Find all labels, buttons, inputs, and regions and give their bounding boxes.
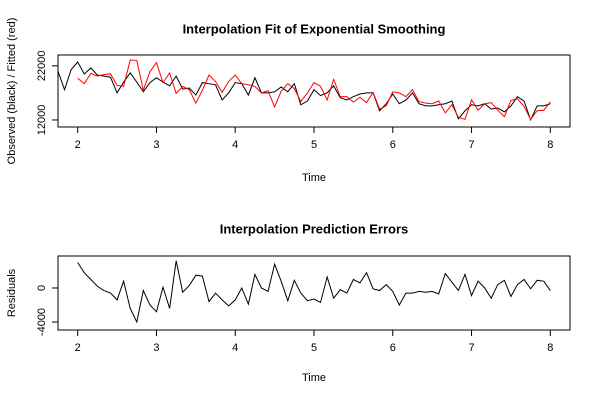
x-tick-label: 4 — [232, 342, 238, 354]
x-tick-label: 8 — [547, 139, 553, 151]
series-line — [77, 260, 551, 324]
x-tick-label: 7 — [468, 139, 474, 151]
x-tick-label: 7 — [468, 342, 474, 354]
x-tick-label: 5 — [311, 342, 317, 354]
x-tick-label: 2 — [75, 342, 81, 354]
x-axis-label: Time — [302, 172, 326, 184]
x-tick-label: 2 — [75, 139, 81, 151]
series-line — [57, 61, 551, 122]
y-tick-label: 22000 — [36, 51, 48, 82]
series-line — [77, 59, 551, 121]
y-tick-label: -4000 — [36, 308, 48, 336]
x-tick-label: 4 — [232, 139, 238, 151]
chart-title: Interpolation Prediction Errors — [220, 221, 409, 236]
y-tick-label: 12000 — [36, 105, 48, 136]
y-axis-label: Residuals — [6, 268, 18, 317]
y-tick-label: 0 — [36, 285, 48, 291]
y-axis-label: Observed (black) / Fitted (red) — [6, 18, 18, 165]
chart-title: Interpolation Fit of Exponential Smoothi… — [183, 21, 446, 36]
x-tick-label: 3 — [153, 139, 159, 151]
x-axis-label: Time — [302, 372, 326, 384]
x-tick-label: 5 — [311, 139, 317, 151]
x-tick-label: 8 — [547, 342, 553, 354]
plot-frame — [57, 54, 571, 128]
x-tick-label: 6 — [390, 342, 396, 354]
x-tick-label: 3 — [153, 342, 159, 354]
x-tick-label: 6 — [390, 139, 396, 151]
